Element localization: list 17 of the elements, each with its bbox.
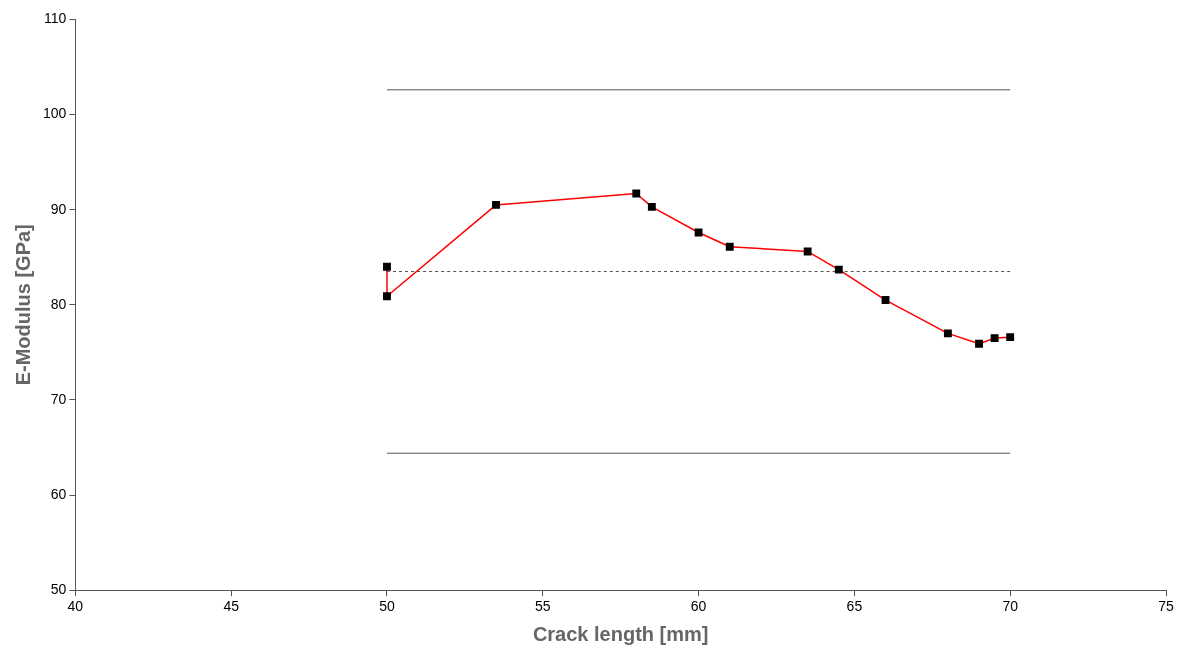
x-tick-label: 40 xyxy=(67,598,84,615)
y-tick-label: 70 xyxy=(50,390,67,407)
y-tick-label: 100 xyxy=(43,105,67,122)
y-axis-title: E-Modulus [GPa] xyxy=(11,224,34,386)
x-tick-label: 45 xyxy=(223,598,240,615)
x-tick-label: 60 xyxy=(690,598,707,615)
x-tick-label: 70 xyxy=(1002,598,1019,615)
y-tick-label: 80 xyxy=(50,295,67,312)
y-tick-label: 60 xyxy=(50,485,67,502)
y-tick-label: 90 xyxy=(50,200,67,217)
x-tick-label: 75 xyxy=(1158,598,1174,615)
y-tick-label: 50 xyxy=(50,581,67,598)
x-axis-title: Crack length [mm] xyxy=(532,622,709,645)
y-tick-label: 110 xyxy=(44,10,67,27)
x-tick-label: 50 xyxy=(379,598,395,615)
x-tick-label: 65 xyxy=(846,598,863,615)
x-tick-label: 55 xyxy=(534,598,551,615)
